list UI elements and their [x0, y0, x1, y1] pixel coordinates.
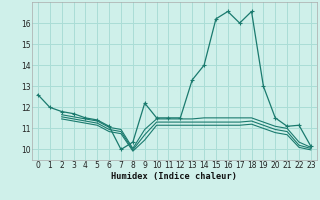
- X-axis label: Humidex (Indice chaleur): Humidex (Indice chaleur): [111, 172, 237, 181]
